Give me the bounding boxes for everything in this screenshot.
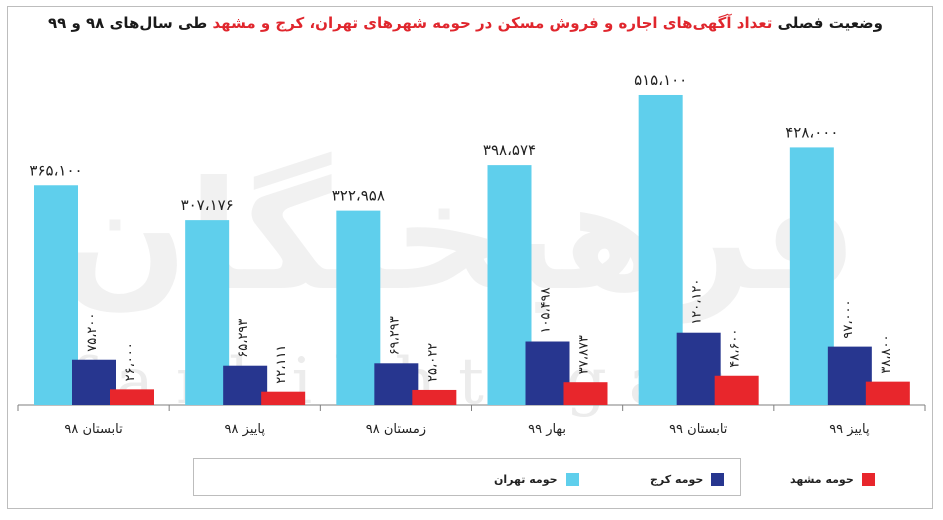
title-part-3: طی سال‌های ۹۸ و ۹۹	[47, 14, 213, 32]
data-label-karaj: ۹۷،۰۰۰	[841, 300, 856, 339]
bar-mashhad	[261, 391, 306, 405]
bar-tehran	[638, 94, 683, 405]
data-label-karaj: ۷۵،۲۰۰	[85, 313, 100, 352]
data-label-mashhad: ۴۸،۶۰۰	[728, 329, 743, 368]
bar-tehran	[34, 185, 78, 405]
bar-mashhad	[865, 381, 910, 405]
data-label-mashhad: ۲۵،۰۲۲	[425, 343, 440, 382]
bar-karaj	[676, 332, 721, 405]
data-label-mashhad: ۲۶،۰۰۰	[123, 342, 138, 381]
bar-tehran	[789, 147, 834, 405]
legend-item-tehran: حومه تهران	[494, 469, 579, 486]
category-label: پاییز ۹۸	[225, 422, 266, 437]
data-label-karaj: ۶۵،۲۹۳	[236, 319, 251, 358]
legend-label-karaj: حومه کرج	[650, 473, 704, 486]
data-label-tehran: ۵۱۵،۱۰۰	[634, 71, 687, 89]
title-part-2: تعداد آگهی‌های اجاره و فروش مسکن در حومه…	[212, 14, 773, 32]
data-label-karaj: ۶۹،۲۹۳	[387, 316, 402, 355]
legend-item-mashhad: حومه مشهد	[790, 469, 875, 486]
data-label-tehran: ۳۰۷،۱۷۶	[181, 196, 234, 214]
category-label: زمستان ۹۸	[366, 422, 426, 437]
data-label-tehran: ۳۲۲،۹۵۸	[332, 187, 385, 205]
data-label-mashhad: ۳۷،۸۷۳	[577, 335, 592, 374]
title-part-1: وضعیت فصلی	[772, 14, 883, 32]
bar-tehran	[336, 210, 381, 405]
legend-item-karaj: حومه کرج	[650, 469, 725, 486]
legend-swatch-mashhad	[861, 473, 875, 486]
legend-swatch-tehran	[565, 473, 579, 486]
bar-karaj	[525, 341, 570, 405]
data-label-tehran: ۳۹۸،۵۷۴	[483, 141, 536, 159]
legend-swatch-karaj	[711, 473, 725, 486]
category-label: پاییز ۹۹	[829, 422, 870, 437]
bar-karaj	[223, 365, 268, 405]
data-label-mashhad: ۲۲،۱۱۱	[274, 345, 289, 384]
bar-mashhad	[110, 389, 154, 405]
category-label: تابستان ۹۹	[669, 422, 728, 437]
data-label-karaj: ۱۰۵،۴۹۸	[539, 287, 554, 333]
bar-karaj	[72, 359, 116, 405]
category-label: بهار ۹۹	[528, 422, 566, 437]
bar-karaj	[827, 346, 872, 405]
bar-mashhad	[412, 389, 457, 405]
chart-title: وضعیت فصلی تعداد آگهی‌های اجاره و فروش م…	[20, 14, 883, 32]
legend: حومه تهران حومه کرج حومه مشهد	[193, 458, 875, 496]
data-label-tehran: ۳۶۵،۱۰۰	[29, 161, 82, 179]
legend-label-mashhad: حومه مشهد	[790, 473, 854, 486]
bar-tehran	[487, 165, 532, 405]
legend-label-tehran: حومه تهران	[494, 473, 558, 486]
category-label: تابستان ۹۸	[64, 422, 123, 437]
data-label-karaj: ۱۲۰،۱۲۰	[690, 279, 705, 325]
bar-mashhad	[563, 382, 608, 405]
bar-tehran	[185, 220, 230, 405]
chart-frame	[7, 6, 933, 509]
bar-karaj	[374, 363, 419, 405]
data-label-tehran: ۴۲۸،۰۰۰	[785, 123, 838, 141]
bar-mashhad	[714, 375, 759, 405]
data-label-mashhad: ۳۸،۸۰۰	[879, 335, 894, 374]
